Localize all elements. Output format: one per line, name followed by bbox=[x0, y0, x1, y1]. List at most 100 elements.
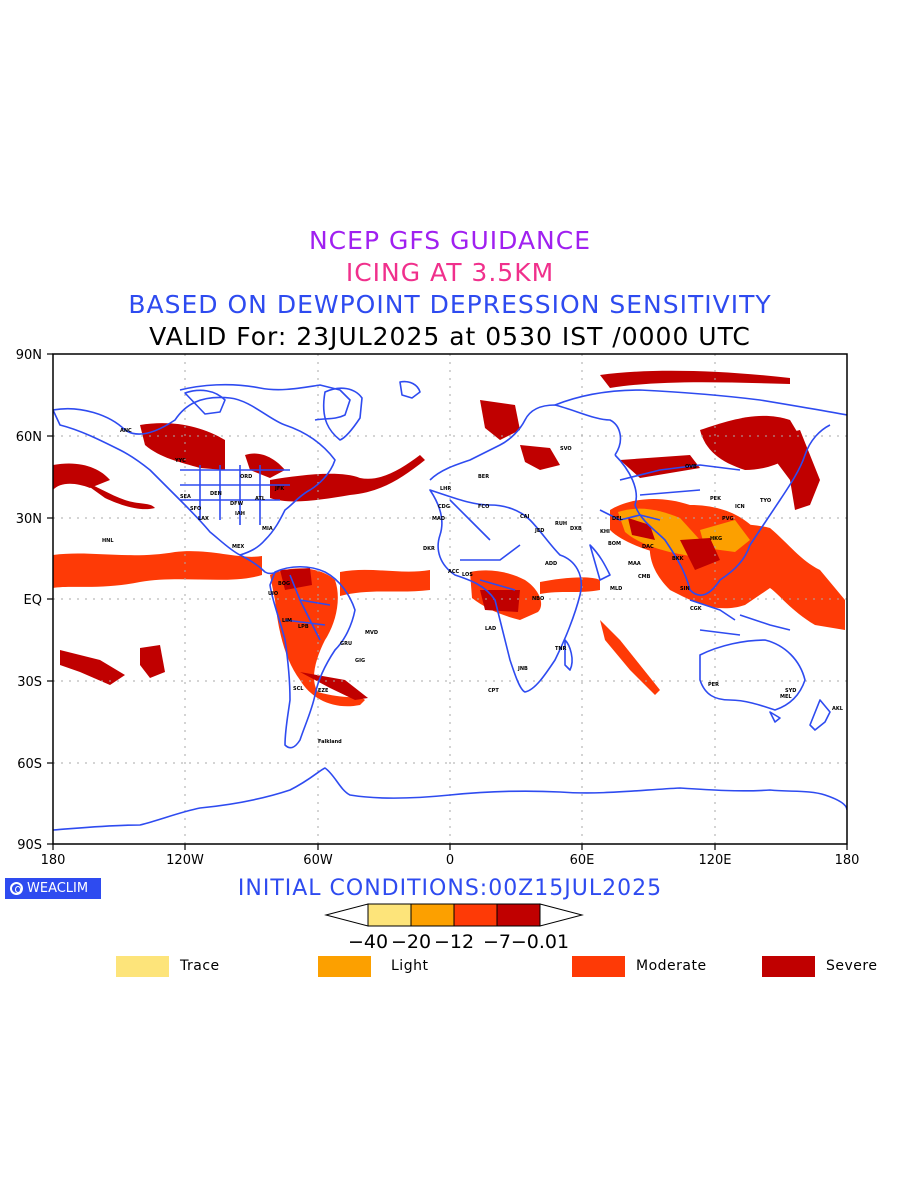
station-label: MEL bbox=[780, 694, 792, 700]
station-label: ADD bbox=[545, 561, 557, 567]
station-label: ANC bbox=[120, 428, 132, 434]
station-label: MIA bbox=[262, 526, 273, 532]
station-label: PER bbox=[708, 682, 719, 688]
lon-label-180e: 180 bbox=[835, 853, 860, 868]
legend-item-severe: Severe bbox=[762, 955, 877, 977]
station-label: ICN bbox=[735, 504, 745, 510]
colorbar-segment-light bbox=[410, 903, 455, 927]
colorbar-right-arrow bbox=[539, 903, 584, 927]
coastlines bbox=[53, 380, 847, 831]
station-label: CAI bbox=[520, 514, 530, 520]
legend-label-severe: Severe bbox=[826, 958, 878, 974]
station-label: PVG bbox=[722, 516, 734, 522]
station-label: SVO bbox=[560, 446, 572, 452]
lat-label-90n: 90N bbox=[16, 348, 42, 363]
colorbar-tick-label: −20 bbox=[391, 931, 431, 953]
station-label: MAD bbox=[432, 516, 445, 522]
station-label: UIO bbox=[268, 591, 278, 597]
station-label: CDG bbox=[438, 504, 450, 510]
station-label: DEN bbox=[210, 491, 222, 497]
weaclim-logo-icon bbox=[10, 882, 23, 895]
station-label: DAC bbox=[642, 544, 654, 550]
station-label: OVB bbox=[685, 464, 697, 470]
legend-label-moderate: Moderate bbox=[636, 958, 707, 974]
lat-label-60n: 60N bbox=[16, 430, 42, 445]
colorbar-tick-label: −12 bbox=[434, 931, 474, 953]
lat-label-60s: 60S bbox=[17, 757, 42, 772]
lon-label-120w: 120W bbox=[166, 853, 204, 868]
lon-label-60e: 60E bbox=[570, 853, 595, 868]
station-label: KHI bbox=[600, 529, 610, 535]
station-label: LAD bbox=[485, 626, 496, 632]
colorbar-left-arrow bbox=[324, 903, 369, 927]
legend-swatch-moderate bbox=[572, 955, 625, 977]
lon-label-60w: 60W bbox=[303, 853, 333, 868]
longitude-labels: 180 120W 60W 0 60E 120E 180 bbox=[41, 853, 860, 868]
station-label: LOS bbox=[462, 572, 473, 578]
colorbar-tick-label: −0.01 bbox=[511, 931, 569, 953]
legend-swatch-light bbox=[318, 955, 371, 977]
lon-label-180w: 180 bbox=[41, 853, 66, 868]
station-label: GRU bbox=[340, 641, 352, 647]
station-label: SEA bbox=[180, 494, 191, 500]
colorbar: −40 −20 −12 −7 −0.01 bbox=[324, 903, 584, 953]
station-label: MVD bbox=[365, 630, 378, 636]
station-label: ORD bbox=[240, 474, 252, 480]
station-label: LIM bbox=[282, 618, 292, 624]
lat-label-30s: 30S bbox=[17, 675, 42, 690]
station-label: BKK bbox=[672, 556, 685, 562]
station-label: HNL bbox=[102, 538, 114, 544]
station-label: SYD bbox=[785, 688, 796, 694]
station-label: Falkland bbox=[318, 739, 342, 745]
station-label: DFW bbox=[230, 501, 244, 507]
station-label: CMB bbox=[638, 574, 651, 580]
station-label: MLD bbox=[610, 586, 622, 592]
initial-conditions: INITIAL CONDITIONS:00Z15JUL2025 bbox=[237, 876, 663, 901]
colorbar-tick-label: −40 bbox=[348, 931, 388, 953]
lat-label-90s: 90S bbox=[17, 838, 42, 853]
legend-item-moderate: Moderate bbox=[572, 955, 707, 977]
station-label: EZE bbox=[318, 688, 329, 694]
station-label: JED bbox=[534, 528, 544, 534]
map-subtitle-method: BASED ON DEWPOINT DEPRESSION SENSITIVITY bbox=[128, 290, 772, 319]
station-label: SIN bbox=[680, 586, 690, 592]
weaclim-badge[interactable]: WEACLIM bbox=[5, 878, 101, 899]
station-label: BER bbox=[478, 474, 489, 480]
colorbar-segment-moderate bbox=[453, 903, 498, 927]
station-label: YYC bbox=[174, 458, 186, 464]
legend-swatch-trace bbox=[116, 955, 169, 977]
station-label: SFO bbox=[190, 506, 201, 512]
lat-label-eq: EQ bbox=[24, 593, 42, 608]
lat-label-30n: 30N bbox=[16, 512, 42, 527]
station-label: DEL bbox=[612, 516, 624, 522]
map-title: NCEP GFS GUIDANCE bbox=[308, 226, 591, 255]
legend-item-light: Light bbox=[318, 955, 428, 977]
icing-field bbox=[53, 370, 845, 707]
station-label: MAA bbox=[628, 561, 641, 567]
station-label: JNB bbox=[517, 666, 528, 672]
station-label: DKR bbox=[423, 546, 435, 552]
station-label: ACC bbox=[448, 569, 460, 575]
station-label: LPB bbox=[298, 624, 309, 630]
latitude-labels: 90N 60N 30N EQ 30S 60S 90S bbox=[16, 348, 42, 853]
station-label: JFK bbox=[274, 486, 285, 492]
station-label: PEK bbox=[710, 496, 722, 502]
map-gridlines bbox=[53, 354, 847, 844]
station-label: IAH bbox=[235, 511, 245, 517]
station-labels: ANC YYC SEA SFO LAX DEN ORD DFW IAH ATL … bbox=[102, 428, 844, 745]
legend-item-trace: Trace bbox=[116, 955, 220, 977]
station-label: CPT bbox=[488, 688, 499, 694]
station-label: DXB bbox=[570, 526, 582, 532]
station-label: CGK bbox=[690, 606, 703, 612]
station-label: BOG bbox=[278, 581, 290, 587]
station-label: FCO bbox=[478, 504, 489, 510]
station-label: HKG bbox=[710, 536, 722, 542]
colorbar-segment-severe bbox=[496, 903, 541, 927]
station-label: LHR bbox=[440, 486, 451, 492]
axis-ticks bbox=[47, 353, 848, 850]
legend-swatch-severe bbox=[762, 955, 815, 977]
world-map: ANC YYC SEA SFO LAX DEN ORD DFW IAH ATL … bbox=[16, 348, 860, 868]
lon-label-120e: 120E bbox=[698, 853, 731, 868]
legend-label-light: Light bbox=[391, 958, 429, 974]
weaclim-label: WEACLIM bbox=[27, 881, 89, 896]
